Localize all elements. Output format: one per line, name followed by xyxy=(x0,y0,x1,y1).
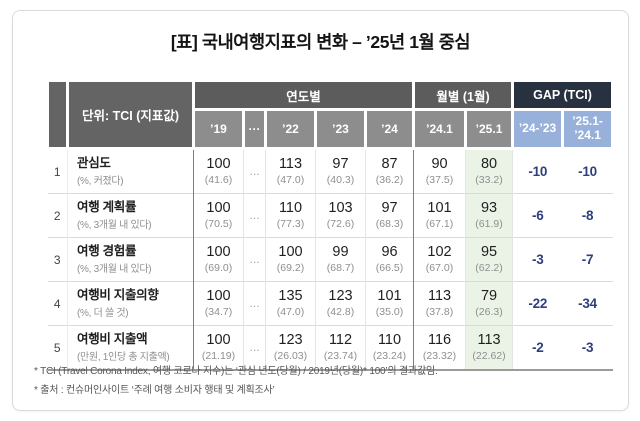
indicator-cell: 관심도 (%, 커졌다) xyxy=(67,148,194,194)
row-number: 2 xyxy=(47,193,68,238)
value-cell: 100 (21.19) xyxy=(193,325,244,371)
page-title: [표] 국내여행지표의 변화 – ’25년 1월 중심 xyxy=(170,32,471,52)
value-cell: 113 (37.8) xyxy=(413,281,466,326)
value-cell-highlight: 79 (26.3) xyxy=(465,281,513,326)
header-col-24: ’24 xyxy=(363,108,416,150)
value-cell: 112 (23.74) xyxy=(315,325,366,371)
footnote-source: * 출처 : 컨슈머인사이트 ‘주례 여행 소비자 행태 및 계획조사’ xyxy=(34,384,275,396)
gap-cell: -10 xyxy=(578,164,597,179)
value-cell-highlight: 95 (62.2) xyxy=(465,237,513,282)
indicator-cell: 여행비 지출의향 (%, 더 쓸 것) xyxy=(67,281,194,326)
gap-cell: -22 xyxy=(512,281,563,326)
ellipsis-cell: … xyxy=(243,237,266,282)
value-cell: 101 (67.1) xyxy=(413,193,466,238)
value-cell: 100 (70.5) xyxy=(193,193,244,238)
value-cell: 123 (26.03) xyxy=(265,325,316,371)
table-row: 5 여행비 지출액 (만원, 1인당 총 지출액) 100 (21.19) … 12… xyxy=(47,325,613,371)
value-cell: 123 (42.8) xyxy=(315,281,366,326)
ellipsis-cell: … xyxy=(243,325,266,371)
gap-cell: -2 xyxy=(512,325,563,371)
table-card: [표] 국내여행지표의 변화 – ’25년 1월 중심 단위: TCI (지표값… xyxy=(12,10,629,411)
ellipsis-cell: … xyxy=(243,281,266,326)
gap-cell: -8 xyxy=(562,193,613,238)
value-cell: 100 (69.0) xyxy=(193,237,244,282)
value-cell: 100 (34.7) xyxy=(193,281,244,326)
gap-cell: -10 xyxy=(512,148,563,194)
gap-cell: -34 xyxy=(562,281,613,326)
value-cell: 113 (47.0) xyxy=(265,148,316,194)
header-col-22: ’22 xyxy=(264,108,317,150)
indicator-cell: 여행비 지출액 (만원, 1인당 총 지출액) xyxy=(67,325,194,371)
gap-cell: -3 xyxy=(512,237,563,282)
header-group-yearly: 연도별 xyxy=(191,79,416,111)
row-number: 5 xyxy=(47,325,68,371)
travel-index-table: 단위: TCI (지표값) 연도별 월별 (1월) GAP (TCI) ’19 … xyxy=(46,79,615,371)
value-cell: 101 (35.0) xyxy=(364,281,414,326)
indicator-cell: 여행 경험률 (%, 3개월 내 있다) xyxy=(67,237,194,282)
ellipsis-cell: … xyxy=(243,193,266,238)
value-cell-highlight: 93 (61.9) xyxy=(465,193,513,238)
value-cell: 110 (77.3) xyxy=(265,193,316,238)
ellipsis-cell: … xyxy=(243,148,266,194)
value-cell-highlight: 113 (22.62) xyxy=(465,325,513,371)
header-group-monthly: 월별 (1월) xyxy=(412,79,515,111)
header-unit-label: 단위: TCI (지표값) xyxy=(66,79,195,150)
table-row: 4 여행비 지출의향 (%, 더 쓸 것) 100 (34.7) … 135 (47.… xyxy=(47,281,613,326)
value-cell: 110 (23.24) xyxy=(364,325,414,371)
gap-cell: -7 xyxy=(562,237,613,282)
table-row: 1 관심도 (%, 커졌다) 100 (41.6) … 113 (47.0) 97 (4… xyxy=(48,148,613,194)
value-cell-highlight: 80 (33.2) xyxy=(465,148,513,194)
row-number: 1 xyxy=(53,164,61,179)
value-cell: 102 (67.0) xyxy=(413,237,466,282)
value-cell: 100 (69.2) xyxy=(265,237,316,282)
header-col-24-1: ’24.1 xyxy=(412,108,468,150)
indicator-cell: 여행 계획률 (%, 3개월 내 있다) xyxy=(67,193,194,238)
header-col-ellipsis: ··· xyxy=(242,108,267,150)
value-cell: 97 (68.3) xyxy=(364,193,414,238)
table-row: 2 여행 계획률 (%, 3개월 내 있다) 100 (70.5) … 110 (77… xyxy=(47,193,613,238)
header-col-25-1: ’25.1 xyxy=(464,108,515,150)
value-cell: 87 (36.2) xyxy=(364,148,414,194)
value-cell: 135 (47.0) xyxy=(265,281,316,326)
gap-cell: -3 xyxy=(562,325,613,371)
header-group-gap: GAP (TCI) xyxy=(511,79,615,111)
gap-cell: -6 xyxy=(512,193,563,238)
value-cell: 116 (23.32) xyxy=(413,325,466,371)
table-row: 3 여행 경험률 (%, 3개월 내 있다) 100 (69.0) … 100 (69… xyxy=(47,237,613,282)
value-cell: 97 (40.3) xyxy=(315,148,366,194)
footnotes: * TCI (Travel Corona Index, 여행 코로나 지수)는 … xyxy=(34,363,612,400)
row-number: 4 xyxy=(47,281,68,326)
value-cell: 96 (66.5) xyxy=(364,237,414,282)
row-number: 3 xyxy=(47,237,68,282)
footnote-tci: * TCI (Travel Corona Index, 여행 코로나 지수)는 … xyxy=(34,366,438,377)
header-col-gap-24-23: ’24-’23 xyxy=(511,108,565,150)
header-col-23: ’23 xyxy=(314,108,367,150)
value-cell: 99 (68.7) xyxy=(315,237,366,282)
header-col-19: ’19 xyxy=(192,108,245,150)
header-col-gap-25-24: ’25.1- ’24.1 xyxy=(561,108,615,150)
value-cell: 100 (41.6) xyxy=(193,148,244,194)
header-row-number xyxy=(46,79,69,150)
value-cell: 90 (37.5) xyxy=(413,148,466,194)
value-cell: 103 (72.6) xyxy=(315,193,366,238)
